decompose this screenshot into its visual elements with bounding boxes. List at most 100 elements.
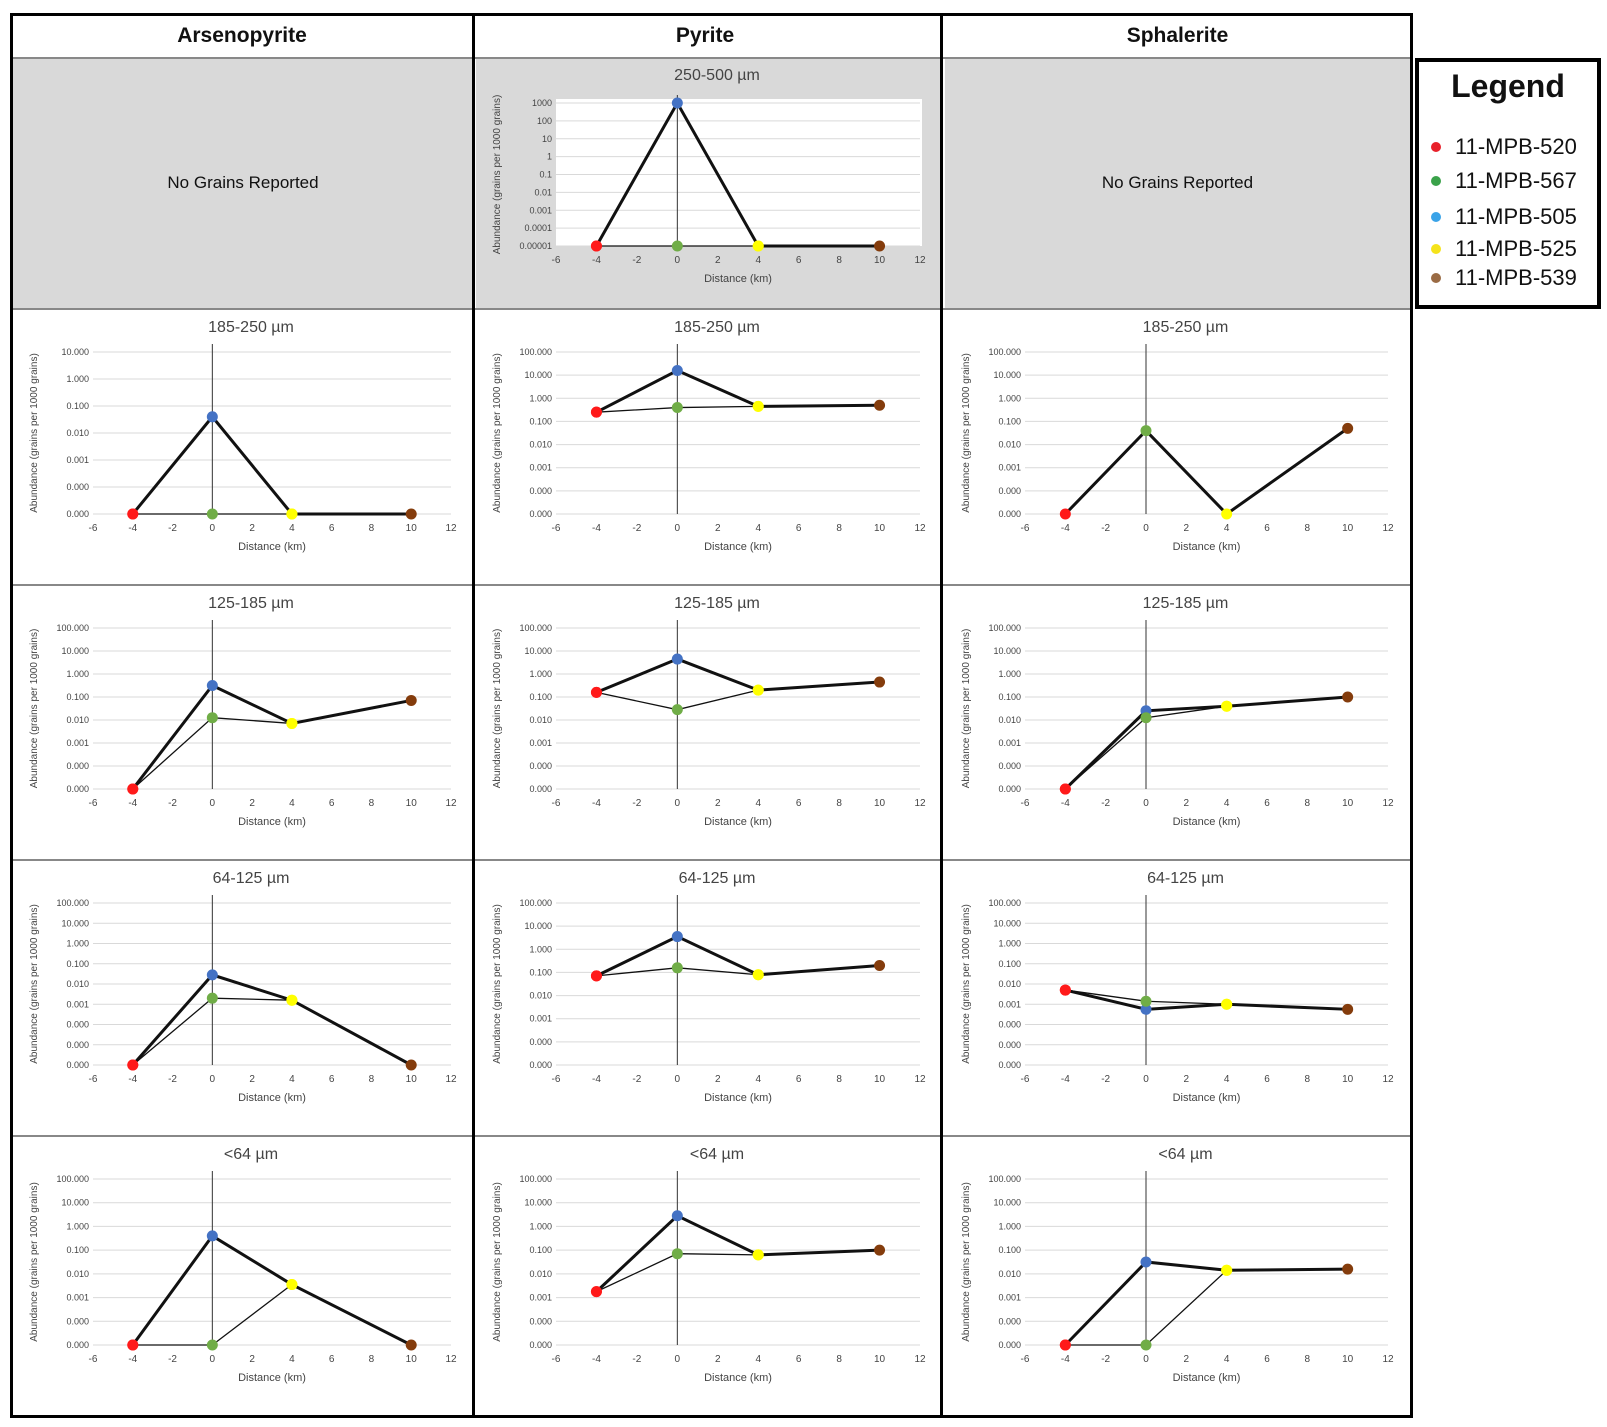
x-tick-label: -4 [128,798,137,809]
data-point-green [671,1248,683,1260]
x-tick-label: 12 [914,1074,926,1085]
x-tick-label: -6 [89,798,98,809]
y-tick-label: 100.000 [988,1174,1021,1184]
x-tick-label: 8 [836,798,842,809]
data-point-brown [405,1339,417,1351]
y-axis-label: Abundance (grains per 1000 grains) [492,95,503,255]
y-tick-label: 0.000 [998,761,1021,771]
column-divider [940,13,943,1418]
y-tick-label: 0.000 [529,784,552,794]
x-tick-label: -4 [128,523,137,534]
x-tick-label: -4 [592,1354,601,1365]
chart-title: 185-250 µm [674,319,760,336]
x-tick-label: -6 [89,1074,98,1085]
x-tick-label: -6 [1021,1354,1030,1365]
y-tick-label: 0.000 [66,1340,89,1350]
chart-sphal-lt64: <64 µm 0.000 0.000 0.001 0.010 0.100 1.000 10.0… [961,1146,1394,1384]
data-point-brown [1342,691,1354,703]
x-tick-label: 4 [755,255,761,266]
x-tick-label: 2 [1184,523,1190,534]
y-tick-label: 0.001 [529,205,552,215]
x-tick-label: 8 [836,1074,842,1085]
y-tick-label: 0.100 [998,416,1021,426]
x-tick-label: 6 [796,255,802,266]
x-tick-label: 2 [715,255,721,266]
data-point-brown [405,508,417,520]
y-tick-label: 1.000 [529,1221,552,1231]
y-tick-label: 0.100 [529,692,552,702]
y-tick-label: 0.001 [529,463,552,473]
data-point-yellow [752,684,764,696]
data-point-green [671,240,683,252]
x-tick-label: 8 [836,523,842,534]
grid-line [13,57,1410,59]
y-tick-label: 1.000 [998,393,1021,403]
y-tick-label: 0.100 [998,959,1021,969]
x-tick-label: -4 [592,255,601,266]
x-tick-label: -2 [1101,1354,1110,1365]
chart-sphal-64-125: 64-125 µm 0.000 0.000 0.000 0.001 0.010 0.100 1… [961,870,1394,1104]
y-tick-label: 0.100 [529,416,552,426]
y-tick-label: 0.001 [529,738,552,748]
chart-pyrite-250-500: 250-500 µm 0.00001 0.0001 0.001 0.01 0.1 1 10 10… [492,67,926,285]
x-tick-label: -2 [1101,798,1110,809]
data-point-blue [206,969,218,981]
x-tick-label: 6 [1264,1074,1270,1085]
column-divider [472,13,475,1418]
data-point-yellow [752,400,764,412]
x-tick-label: -4 [592,798,601,809]
y-tick-label: 0.010 [66,1269,89,1279]
y-tick-label: 10.000 [61,918,89,928]
chart-title: <64 µm [224,1146,278,1163]
x-tick-label: 0 [675,798,681,809]
y-tick-label: 0.001 [66,1293,89,1303]
legend-item-505: 11-MPB-505 [1431,204,1577,230]
y-tick-label: 0.010 [998,715,1021,725]
y-tick-label: 0.010 [66,428,89,438]
data-point-brown [1342,422,1354,434]
y-tick-label: 0.000 [998,1340,1021,1350]
y-tick-label: 1.000 [998,939,1021,949]
data-point-brown [1342,1003,1354,1015]
data-point-blue [206,680,218,691]
y-tick-label: 0.000 [529,1037,552,1047]
x-tick-label: 12 [914,255,926,266]
x-tick-label: -2 [1101,523,1110,534]
chart-title: 64-125 µm [1147,870,1224,887]
y-tick-label: 100.000 [988,347,1021,357]
y-tick-label: 0.00001 [519,241,552,251]
y-axis-label: Abundance (grains per 1000 grains) [961,904,972,1064]
x-tick-label: 6 [329,1354,335,1365]
x-tick-label: 0 [210,1354,216,1365]
y-axis-label: Abundance (grains per 1000 grains) [961,629,972,789]
data-point-brown [405,1059,417,1071]
x-axis-label: Distance (km) [238,541,306,553]
y-tick-label: 0.000 [998,1316,1021,1326]
series-line-thick [131,973,412,1067]
data-point-red [127,783,139,795]
x-tick-label: 8 [1305,1354,1311,1365]
y-tick-label: 0.010 [998,979,1021,989]
x-tick-label: 10 [406,1074,418,1085]
y-tick-label: 0.000 [66,784,89,794]
y-tick-label: 10 [542,134,552,144]
data-point-green [1140,425,1152,437]
y-tick-label: 1 [547,152,552,162]
x-tick-label: -6 [552,255,561,266]
data-point-green [671,962,683,974]
x-tick-label: 4 [755,523,761,534]
data-point-green [206,508,218,520]
x-tick-label: -4 [1061,523,1070,534]
x-tick-label: 4 [289,798,295,809]
chart-title: 64-125 µm [679,870,756,887]
x-tick-label: 4 [289,1354,295,1365]
y-tick-label: 1000 [532,98,552,108]
data-point-brown [874,676,886,688]
x-tick-label: 4 [289,523,295,534]
y-tick-label: 0.001 [998,738,1021,748]
legend-dot-yellow [1431,244,1441,254]
data-point-green [1140,1339,1152,1351]
x-tick-label: -6 [1021,523,1030,534]
x-tick-label: 4 [755,1074,761,1085]
x-tick-label: -4 [128,1074,137,1085]
